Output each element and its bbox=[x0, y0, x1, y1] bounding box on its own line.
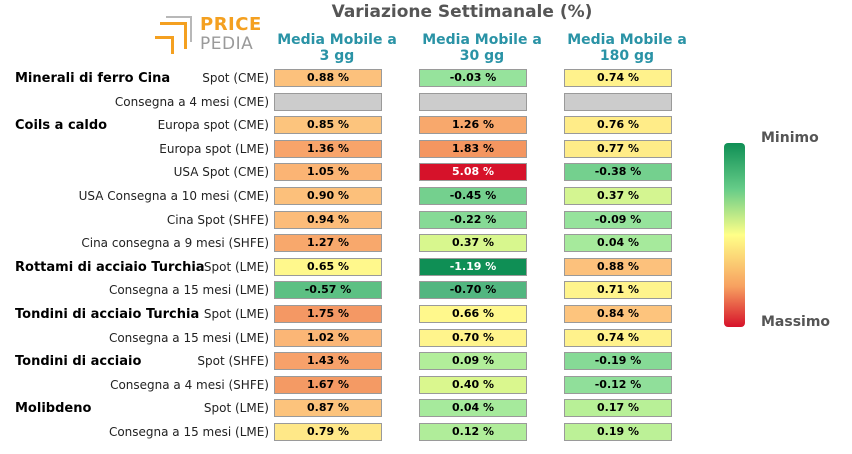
row-label: Europa spot (LME) bbox=[159, 141, 269, 156]
logo-gray-square-icon bbox=[166, 16, 192, 42]
row-group-label: Tondini di acciaio Turchia bbox=[15, 307, 200, 322]
heat-cell: -0.09 % bbox=[564, 210, 672, 229]
heat-cell: 0.17 % bbox=[564, 399, 672, 418]
column-header-line2: 30 gg bbox=[459, 48, 505, 64]
heat-cell: 0.66 % bbox=[419, 305, 527, 323]
row-label: Europa spot (CME) bbox=[157, 118, 269, 133]
heat-cell: 1.02 % bbox=[274, 328, 382, 347]
heat-cell: 1.27 % bbox=[274, 234, 382, 253]
column-header-line1: Media Mobile a bbox=[567, 32, 687, 48]
heat-cell: 0.76 % bbox=[564, 116, 672, 135]
row-group-label: Coils a caldo bbox=[15, 118, 108, 134]
heat-cell: 0.88 % bbox=[564, 257, 672, 276]
logo-text-pedia: PEDIA bbox=[200, 34, 254, 54]
heat-cell: 1.43 % bbox=[274, 352, 382, 371]
column-header-line2: 180 gg bbox=[599, 48, 655, 64]
column-header-line1: Media Mobile a bbox=[422, 32, 542, 48]
heat-cell: 5.08 % bbox=[419, 163, 527, 182]
heat-cell: 0.77 % bbox=[564, 139, 672, 158]
row-label: Spot (LME) bbox=[203, 401, 269, 416]
heat-cell: 1.05 % bbox=[274, 163, 382, 182]
heat-cell: 0.85 % bbox=[274, 116, 382, 135]
column-header-3gg: Media Mobile a 3 gg bbox=[262, 32, 412, 64]
row-label: Consegna a 15 mesi (LME) bbox=[108, 425, 269, 439]
heat-cell: -0.03 % bbox=[419, 69, 527, 87]
row-label: Consegna a 15 mesi (LME) bbox=[108, 330, 269, 345]
heat-cell: 1.36 % bbox=[274, 139, 382, 158]
heat-cell: 1.75 % bbox=[274, 305, 382, 323]
column-header-line1: Media Mobile a bbox=[277, 32, 397, 48]
heat-cell: 0.88 % bbox=[274, 69, 382, 87]
heat-cell: 0.04 % bbox=[419, 399, 527, 418]
row-label: Cina Spot (SHFE) bbox=[166, 212, 269, 227]
pricepedia-logo: PRICE PEDIA bbox=[152, 14, 262, 58]
column-header-line2: 3 gg bbox=[319, 48, 355, 64]
heat-cell: 0.87 % bbox=[274, 399, 382, 418]
heat-cell bbox=[274, 92, 382, 111]
heat-cell: 0.04 % bbox=[564, 234, 672, 253]
row-group-label: Minerali di ferro Cina bbox=[15, 71, 171, 86]
heat-cell: -0.45 % bbox=[419, 187, 527, 205]
row-group-label: Rottami di acciaio Turchia bbox=[15, 259, 205, 275]
heat-cell: -0.38 % bbox=[564, 163, 672, 182]
row-label: Spot (LME) bbox=[203, 259, 269, 274]
heat-cell: 0.19 % bbox=[564, 423, 672, 441]
heat-cell: -0.12 % bbox=[564, 375, 672, 394]
heat-cell: 0.37 % bbox=[564, 187, 672, 205]
row-label: Spot (SHFE) bbox=[197, 354, 269, 369]
row-label: Spot (LME) bbox=[203, 307, 269, 321]
heat-cell: 0.70 % bbox=[419, 328, 527, 347]
heat-cell: 0.65 % bbox=[274, 257, 382, 276]
color-scale-bar bbox=[724, 143, 745, 327]
heat-cell: -0.22 % bbox=[419, 210, 527, 229]
row-label: Spot (CME) bbox=[202, 71, 269, 85]
heat-cell: 0.71 % bbox=[564, 281, 672, 300]
row-label: USA Spot (CME) bbox=[173, 165, 269, 180]
heat-cell: 0.09 % bbox=[419, 352, 527, 371]
logo-bar-icon bbox=[155, 36, 173, 39]
column-header-30gg: Media Mobile a 30 gg bbox=[407, 32, 557, 64]
heat-cell: -0.70 % bbox=[419, 281, 527, 300]
heat-cell: 1.83 % bbox=[419, 139, 527, 158]
heat-cell: 0.40 % bbox=[419, 375, 527, 394]
row-label: USA Consegna a 10 mesi (CME) bbox=[78, 189, 269, 203]
legend-max-label: Massimo bbox=[761, 314, 831, 330]
logo-orange-square-icon bbox=[160, 22, 187, 49]
row-group-label: Tondini di acciaio bbox=[15, 354, 142, 370]
heat-cell: 0.79 % bbox=[274, 423, 382, 441]
legend-min-label: Minimo bbox=[761, 130, 819, 146]
logo-bar-icon bbox=[171, 36, 174, 54]
heat-cell: 0.74 % bbox=[564, 328, 672, 347]
heat-cell: 0.37 % bbox=[419, 234, 527, 253]
heat-cell: -0.19 % bbox=[564, 352, 672, 371]
row-label: Consegna a 4 mesi (CME) bbox=[114, 94, 269, 109]
heat-cell: 0.90 % bbox=[274, 187, 382, 205]
row-label: Consegna a 4 mesi (SHFE) bbox=[110, 377, 269, 392]
heat-cell bbox=[419, 92, 527, 111]
chart-title: Variazione Settimanale (%) bbox=[331, 2, 593, 22]
heat-cell: 1.67 % bbox=[274, 375, 382, 394]
heat-cell: 1.26 % bbox=[419, 116, 527, 135]
row-group-label: Molibdeno bbox=[15, 401, 92, 417]
row-label: Consegna a 15 mesi (LME) bbox=[108, 283, 269, 298]
column-header-180gg: Media Mobile a 180 gg bbox=[552, 32, 702, 64]
heat-cell: 0.12 % bbox=[419, 423, 527, 441]
logo-text-price: PRICE bbox=[200, 14, 262, 35]
heat-cell: -0.57 % bbox=[274, 281, 382, 300]
heat-cell: -1.19 % bbox=[419, 257, 527, 276]
heat-cell: 0.84 % bbox=[564, 305, 672, 323]
heat-cell: 0.94 % bbox=[274, 210, 382, 229]
heat-cell bbox=[564, 92, 672, 111]
heat-cell: 0.74 % bbox=[564, 69, 672, 87]
row-label: Cina consegna a 9 mesi (SHFE) bbox=[81, 236, 269, 251]
